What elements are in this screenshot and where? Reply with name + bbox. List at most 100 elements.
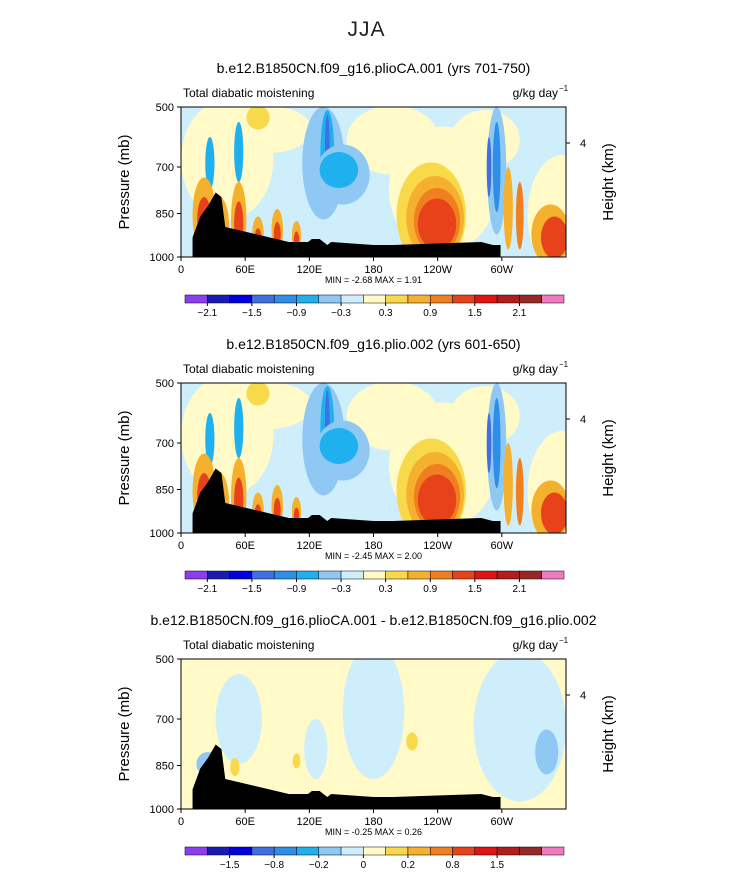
x-tick-label: 60E	[235, 540, 255, 552]
y-tick-label: 1000	[150, 804, 174, 816]
colorbar-swatch	[385, 846, 409, 856]
colorbar-swatch	[519, 846, 542, 856]
colorbar-label: 0.3	[379, 308, 393, 319]
colorbar-label: 0.8	[446, 860, 460, 871]
x-tick-label: 120E	[296, 264, 322, 276]
units-label: g/kg day	[513, 362, 558, 376]
stats-label: MIN = -0.25 MAX = 0.26	[325, 827, 422, 837]
colorbar-label: 0.9	[423, 308, 437, 319]
contour-positive-strong	[417, 198, 457, 250]
colorbar-swatch	[541, 294, 565, 304]
colorbar-label: 1.5	[468, 584, 482, 595]
colorbar-label: 0	[361, 860, 367, 871]
contour-positive	[406, 732, 418, 751]
contour-positive-strong	[417, 474, 457, 526]
contour-negative-weak	[473, 659, 566, 802]
colorbar-label: −0.3	[331, 584, 351, 595]
contour-positive	[230, 758, 240, 776]
x-tick-label: 180	[364, 540, 382, 552]
y-tick-label: 500	[156, 654, 174, 666]
x-tick-label: 60E	[235, 264, 255, 276]
contour-negative	[234, 122, 244, 182]
colorbar-label: 1.5	[490, 860, 504, 871]
topography	[192, 744, 501, 809]
colorbar-label: −0.8	[264, 860, 284, 871]
colorbar-label: 0.3	[379, 584, 393, 595]
contour-negative	[535, 729, 559, 775]
colorbar-swatch	[251, 846, 275, 856]
colorbar-swatch	[273, 846, 297, 856]
stats-label: MIN = -2.45 MAX = 2.00	[325, 551, 422, 561]
colorbar-label: −0.2	[309, 860, 329, 871]
contour-negative-weak	[215, 674, 262, 764]
x-tick-label: 180	[364, 816, 382, 828]
y-axis-title: Pressure (mb)	[116, 410, 133, 505]
colorbar-swatch	[496, 846, 520, 856]
colorbar-label: 2.1	[512, 584, 526, 595]
units-exponent: −1	[559, 360, 569, 369]
contour-positive	[246, 383, 270, 406]
colorbar-swatch	[229, 846, 253, 856]
y-tick-label: 700	[156, 162, 174, 174]
contour-negative	[492, 122, 501, 212]
panel-title: b.e12.B1850CN.f09_g16.plioCA.001 (yrs 70…	[217, 60, 531, 76]
y-tick-label: 700	[156, 438, 174, 450]
field-label: Total diabatic moistening	[183, 638, 314, 652]
units-exponent: −1	[559, 636, 569, 645]
page-title: JJA	[347, 18, 386, 41]
x-tick-label: 60W	[491, 540, 514, 552]
plot-field	[181, 383, 566, 533]
colorbar-swatch	[296, 846, 320, 856]
colorbar-swatch	[429, 846, 453, 856]
units-exponent: −1	[559, 84, 569, 93]
colorbar-swatch	[541, 570, 565, 580]
contour-positive	[515, 458, 524, 526]
x-tick-label: 120E	[296, 816, 322, 828]
colorbar-swatch	[318, 846, 342, 856]
contour-negative	[492, 398, 501, 488]
x-tick-label: 120W	[423, 816, 452, 828]
contour-negative	[319, 152, 359, 188]
contour-positive	[292, 753, 301, 769]
colorbar-label: 0.9	[423, 584, 437, 595]
x-tick-label: 120E	[296, 540, 322, 552]
y2-axis-title: Height (km)	[600, 419, 617, 497]
contour-positive	[503, 443, 513, 526]
contour-positive-strong	[540, 216, 566, 257]
y-tick-label: 850	[156, 209, 174, 221]
colorbar-swatch	[541, 846, 565, 856]
contour-positive	[503, 167, 513, 250]
units-label: g/kg day	[513, 86, 558, 100]
colorbar-label: −0.3	[331, 308, 351, 319]
colorbar-swatch	[407, 846, 431, 856]
y-tick-label: 700	[156, 714, 174, 726]
y-tick-label: 500	[156, 378, 174, 390]
stats-label: MIN = -2.68 MAX = 1.91	[325, 275, 422, 285]
colorbar-label: 2.1	[512, 308, 526, 319]
colorbar-label: −1.5	[242, 308, 262, 319]
x-tick-label: 60E	[235, 816, 255, 828]
y-tick-label: 1000	[150, 528, 174, 540]
colorbar-label: −1.5	[242, 584, 262, 595]
topography	[192, 468, 501, 533]
contour-negative	[205, 413, 215, 466]
y-right-tick-label: 4	[580, 690, 586, 702]
contour-negative-weak	[342, 659, 405, 779]
colorbar-swatch	[184, 846, 208, 856]
x-tick-label: 0	[178, 816, 184, 828]
contour-negative-strong	[486, 413, 492, 473]
topography	[192, 192, 501, 257]
y-tick-label: 1000	[150, 252, 174, 264]
contour-positive	[515, 182, 524, 250]
y-axis-title: Pressure (mb)	[116, 134, 133, 229]
panel-title: b.e12.B1850CN.f09_g16.plioCA.001 - b.e12…	[151, 612, 597, 628]
colorbar-label: −2.1	[197, 584, 217, 595]
y2-axis-title: Height (km)	[600, 143, 617, 221]
x-tick-label: 0	[178, 540, 184, 552]
colorbar-label: −0.9	[287, 308, 307, 319]
field-label: Total diabatic moistening	[183, 86, 314, 100]
colorbar-label: 0.2	[401, 860, 415, 871]
